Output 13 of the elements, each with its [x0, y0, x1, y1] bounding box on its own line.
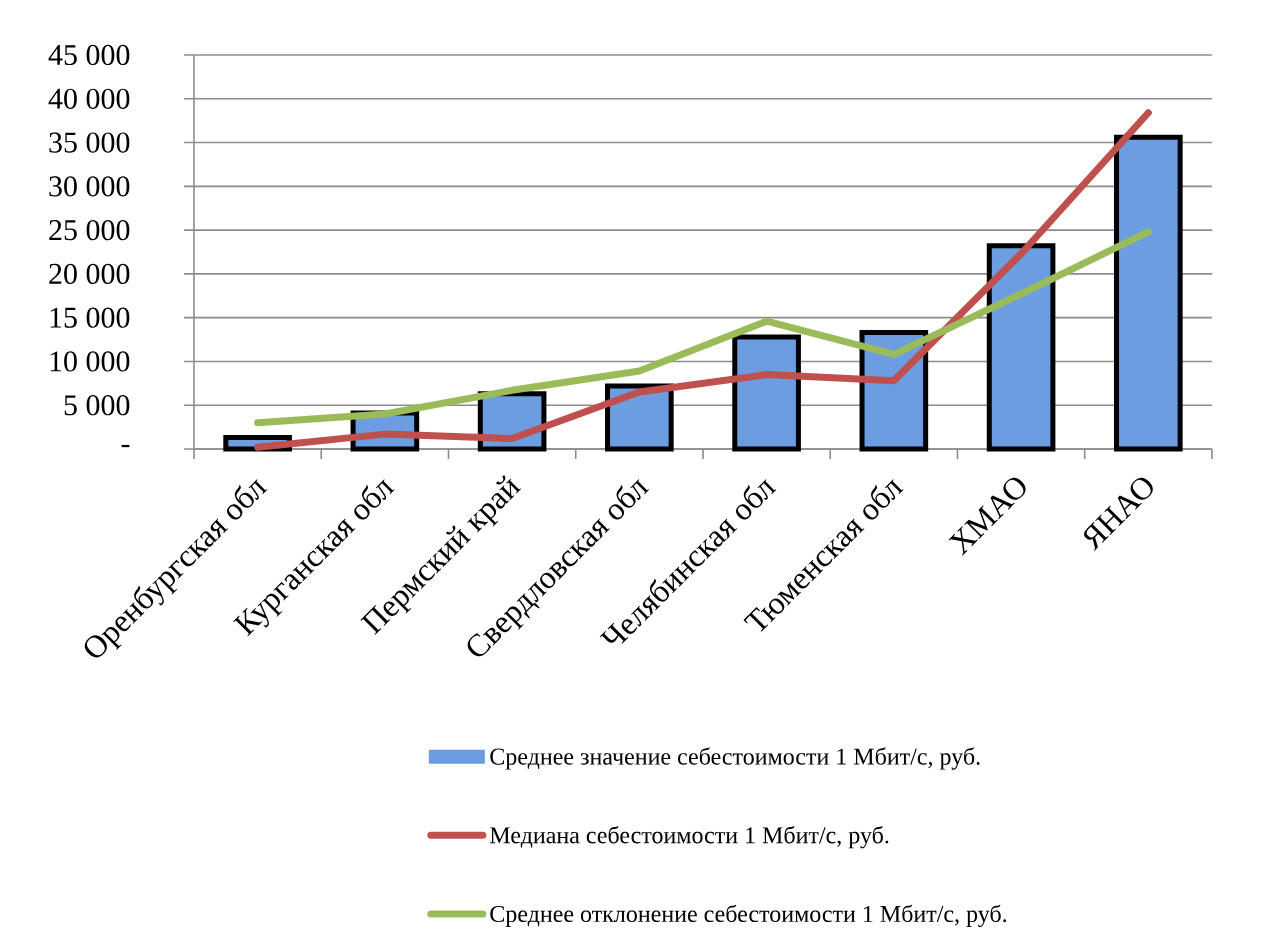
legend-label: Среднее значение себестоимости 1 Мбит/с, руб.: [490, 747, 980, 770]
y-tick-label: 20 000: [49, 263, 130, 285]
legend-label: Медиана себестоимости 1 Мбит/с, руб.: [490, 825, 889, 849]
y-tick-label: 5 000: [64, 395, 130, 416]
y-tick-label: 35 000: [49, 132, 130, 153]
y-tick-label: 25 000: [49, 219, 130, 241]
y-tick-label: 40 000: [48, 88, 130, 109]
legend-label: Среднее отклонение себестоимости 1 Мбит/с, руб.: [490, 904, 1007, 928]
y-tick-label: 30 000: [49, 176, 130, 197]
y-tick-label: 10 000: [50, 351, 130, 372]
y-tick-label: 15 000: [50, 307, 130, 328]
y-tick-label: 45 000: [48, 44, 130, 66]
y-tick-label: -: [121, 444, 130, 448]
